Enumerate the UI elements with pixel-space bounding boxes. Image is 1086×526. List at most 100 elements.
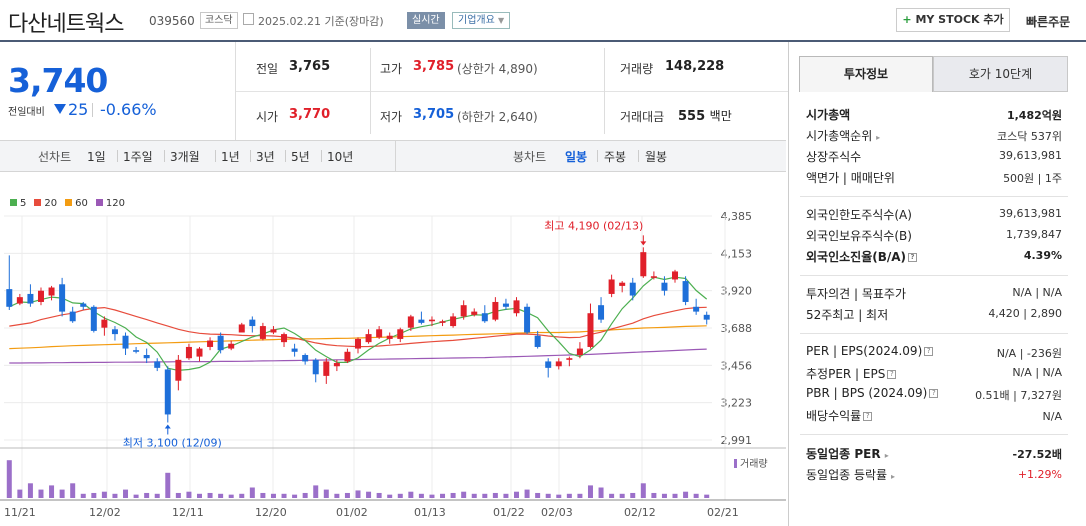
volume-bar (545, 493, 551, 498)
foreign-limit-label: 외국인한도주식수(A) (806, 208, 912, 222)
ma-legend: 5 20 60 120 (10, 198, 133, 209)
per-label: PER | EPS(2024.09)? (806, 344, 934, 358)
lower-limit: (하한가 2,640) (457, 110, 538, 124)
live-button[interactable]: 실시간 (407, 12, 445, 29)
candle-body (598, 305, 605, 320)
line-period-tab[interactable]: 3개월 (170, 150, 200, 164)
volume-bar (704, 494, 710, 498)
tab-invest-info[interactable]: 투자정보 (799, 56, 933, 92)
max-price-label: 최고 4,190 (02/13) (544, 219, 643, 232)
volume-bar (281, 493, 287, 498)
line-period-tab[interactable]: 3년 (256, 150, 275, 164)
sector-per-label[interactable]: 동일업종 PER ▸ (806, 447, 889, 461)
candle-body (48, 287, 55, 296)
tab-hoga[interactable]: 호가 10단계 (933, 56, 1068, 92)
x-tick-label: 12/02 (89, 506, 121, 519)
prev-close-value: 3,765 (289, 59, 331, 74)
candle-period-tab[interactable]: 월봉 (645, 150, 668, 164)
candle-body (650, 276, 657, 278)
candle-body (302, 354, 309, 362)
volume-bar (514, 491, 520, 498)
par-label: 액면가 | 매매단위 (806, 171, 895, 185)
volume-bar (450, 492, 456, 498)
candle-body (59, 284, 66, 312)
volume-bar (619, 493, 625, 498)
help-icon[interactable]: ? (887, 370, 897, 379)
volume-legend-swatch (734, 459, 737, 468)
volume-bar (38, 489, 44, 498)
volume-bar (577, 493, 583, 498)
current-price: 3,740 (8, 61, 108, 100)
volume-bar (313, 485, 319, 498)
volume-bar (175, 492, 181, 498)
foreign-limit-value: 39,613,981 (999, 207, 1062, 220)
candle-body (133, 350, 140, 352)
line-period-tab[interactable]: 1주일 (123, 150, 153, 164)
x-tick-label: 01/13 (414, 506, 446, 519)
header-divider (0, 40, 1086, 42)
help-icon[interactable]: ? (863, 412, 873, 421)
candle-body (672, 271, 679, 280)
market-cap-label: 시가총액 (806, 108, 851, 122)
pbr-label: PBR | BPS (2024.09)? (806, 386, 939, 400)
volume-bar (260, 492, 266, 498)
volume-label: 거래량 (740, 458, 768, 470)
candle-body (111, 329, 118, 335)
volume-bar (49, 485, 55, 498)
line-period-tab[interactable]: 5년 (291, 150, 310, 164)
volume-bar (482, 493, 488, 498)
line-period-tab[interactable]: 10년 (327, 150, 354, 164)
open-value: 3,770 (289, 107, 331, 122)
volume-bar (70, 483, 76, 498)
change-value: 25 (68, 100, 89, 119)
y-tick-label: 4,153 (721, 247, 753, 260)
volume-bar (661, 493, 667, 498)
company-overview-button[interactable]: 기업개요 ▼ (452, 12, 511, 29)
candle-body (154, 361, 161, 368)
volume-bar (418, 493, 424, 498)
line-period-tab[interactable]: 1년 (221, 150, 240, 164)
help-icon[interactable]: ? (924, 347, 934, 356)
sector-rate-label[interactable]: 동일업종 등락률 ▸ (806, 468, 895, 482)
max-arrow-head (640, 241, 647, 246)
candle-body (291, 348, 298, 352)
volume-bar (376, 492, 382, 498)
x-tick-label: 01/22 (493, 506, 525, 519)
volume-bar (239, 493, 245, 498)
cap-rank-label[interactable]: 시가총액순위 ▸ (806, 129, 881, 143)
volume-bar (524, 489, 530, 498)
volume-bar (598, 487, 604, 498)
my-stock-add-button[interactable]: + MY STOCK 추가 (896, 8, 1010, 32)
x-tick-label: 11/21 (4, 506, 36, 519)
cap-rank-value: 코스닥 537위 (997, 130, 1062, 143)
volume-bar (556, 494, 562, 498)
candle-body (217, 335, 224, 351)
chevron-down-icon: ▼ (498, 16, 505, 25)
volume-bar (302, 492, 308, 498)
x-tick-label: 02/12 (624, 506, 656, 519)
quick-order-link[interactable]: 빠른주문 (1026, 15, 1071, 29)
change-label: 전일대비 (8, 107, 45, 118)
candle-period-tab[interactable]: 일봉 (565, 150, 588, 164)
candle-body (545, 361, 552, 368)
candle-body (428, 319, 435, 322)
foreign-ratio-value: 4.39% (1023, 249, 1062, 262)
dividend-label: 배당수익률? (806, 407, 873, 424)
candle-body (27, 293, 34, 304)
candle-body (397, 329, 404, 339)
help-icon[interactable]: ? (929, 389, 939, 398)
volume-bar (334, 493, 340, 498)
candle-body (37, 290, 44, 302)
legend-item-ma120: 120 (95, 198, 125, 209)
foreign-ratio-label: 외국인소진율(B/A)? (806, 248, 918, 265)
candle-body (122, 335, 129, 349)
candle-body (450, 316, 457, 327)
help-icon[interactable]: ? (908, 253, 918, 262)
shares-value: 39,613,981 (999, 149, 1062, 162)
candle-body (513, 300, 520, 314)
line-period-tab[interactable]: 1일 (87, 150, 106, 164)
candle-period-tab[interactable]: 주봉 (604, 150, 627, 164)
volume-value: 148,228 (665, 59, 725, 74)
volume-bar (59, 489, 65, 498)
candle-body (164, 369, 171, 415)
